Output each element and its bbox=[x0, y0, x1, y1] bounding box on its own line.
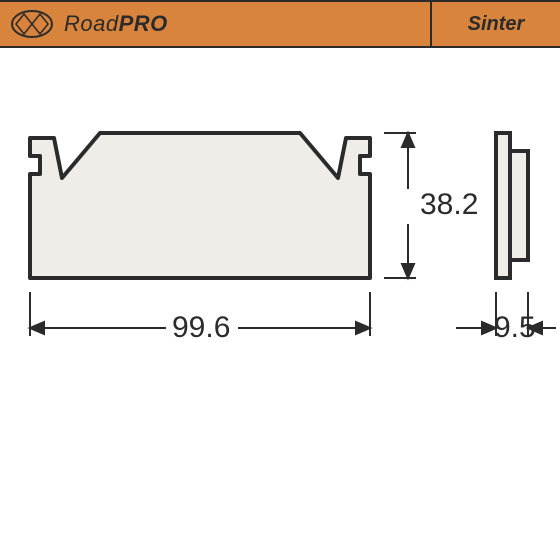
dim-width-label: 99.6 bbox=[172, 311, 230, 345]
brand-logo-icon bbox=[10, 9, 54, 39]
dim-height bbox=[384, 133, 416, 278]
header-left: RoadPRO bbox=[0, 2, 430, 46]
dim-height-label: 38.2 bbox=[420, 188, 478, 222]
variant-label: Sinter bbox=[432, 2, 560, 46]
header-bar: RoadPRO Sinter bbox=[0, 0, 560, 48]
product-suffix: PRO bbox=[119, 11, 168, 36]
dimension-diagram bbox=[0, 48, 560, 560]
dim-thickness-label: 9.5 bbox=[494, 311, 536, 345]
brake-pad-side bbox=[496, 133, 528, 278]
product-line-name: RoadPRO bbox=[64, 11, 168, 37]
diagram-area: 99.6 38.2 9.5 bbox=[0, 48, 560, 560]
product-prefix: Road bbox=[64, 11, 119, 36]
brake-pad-front bbox=[30, 133, 370, 278]
